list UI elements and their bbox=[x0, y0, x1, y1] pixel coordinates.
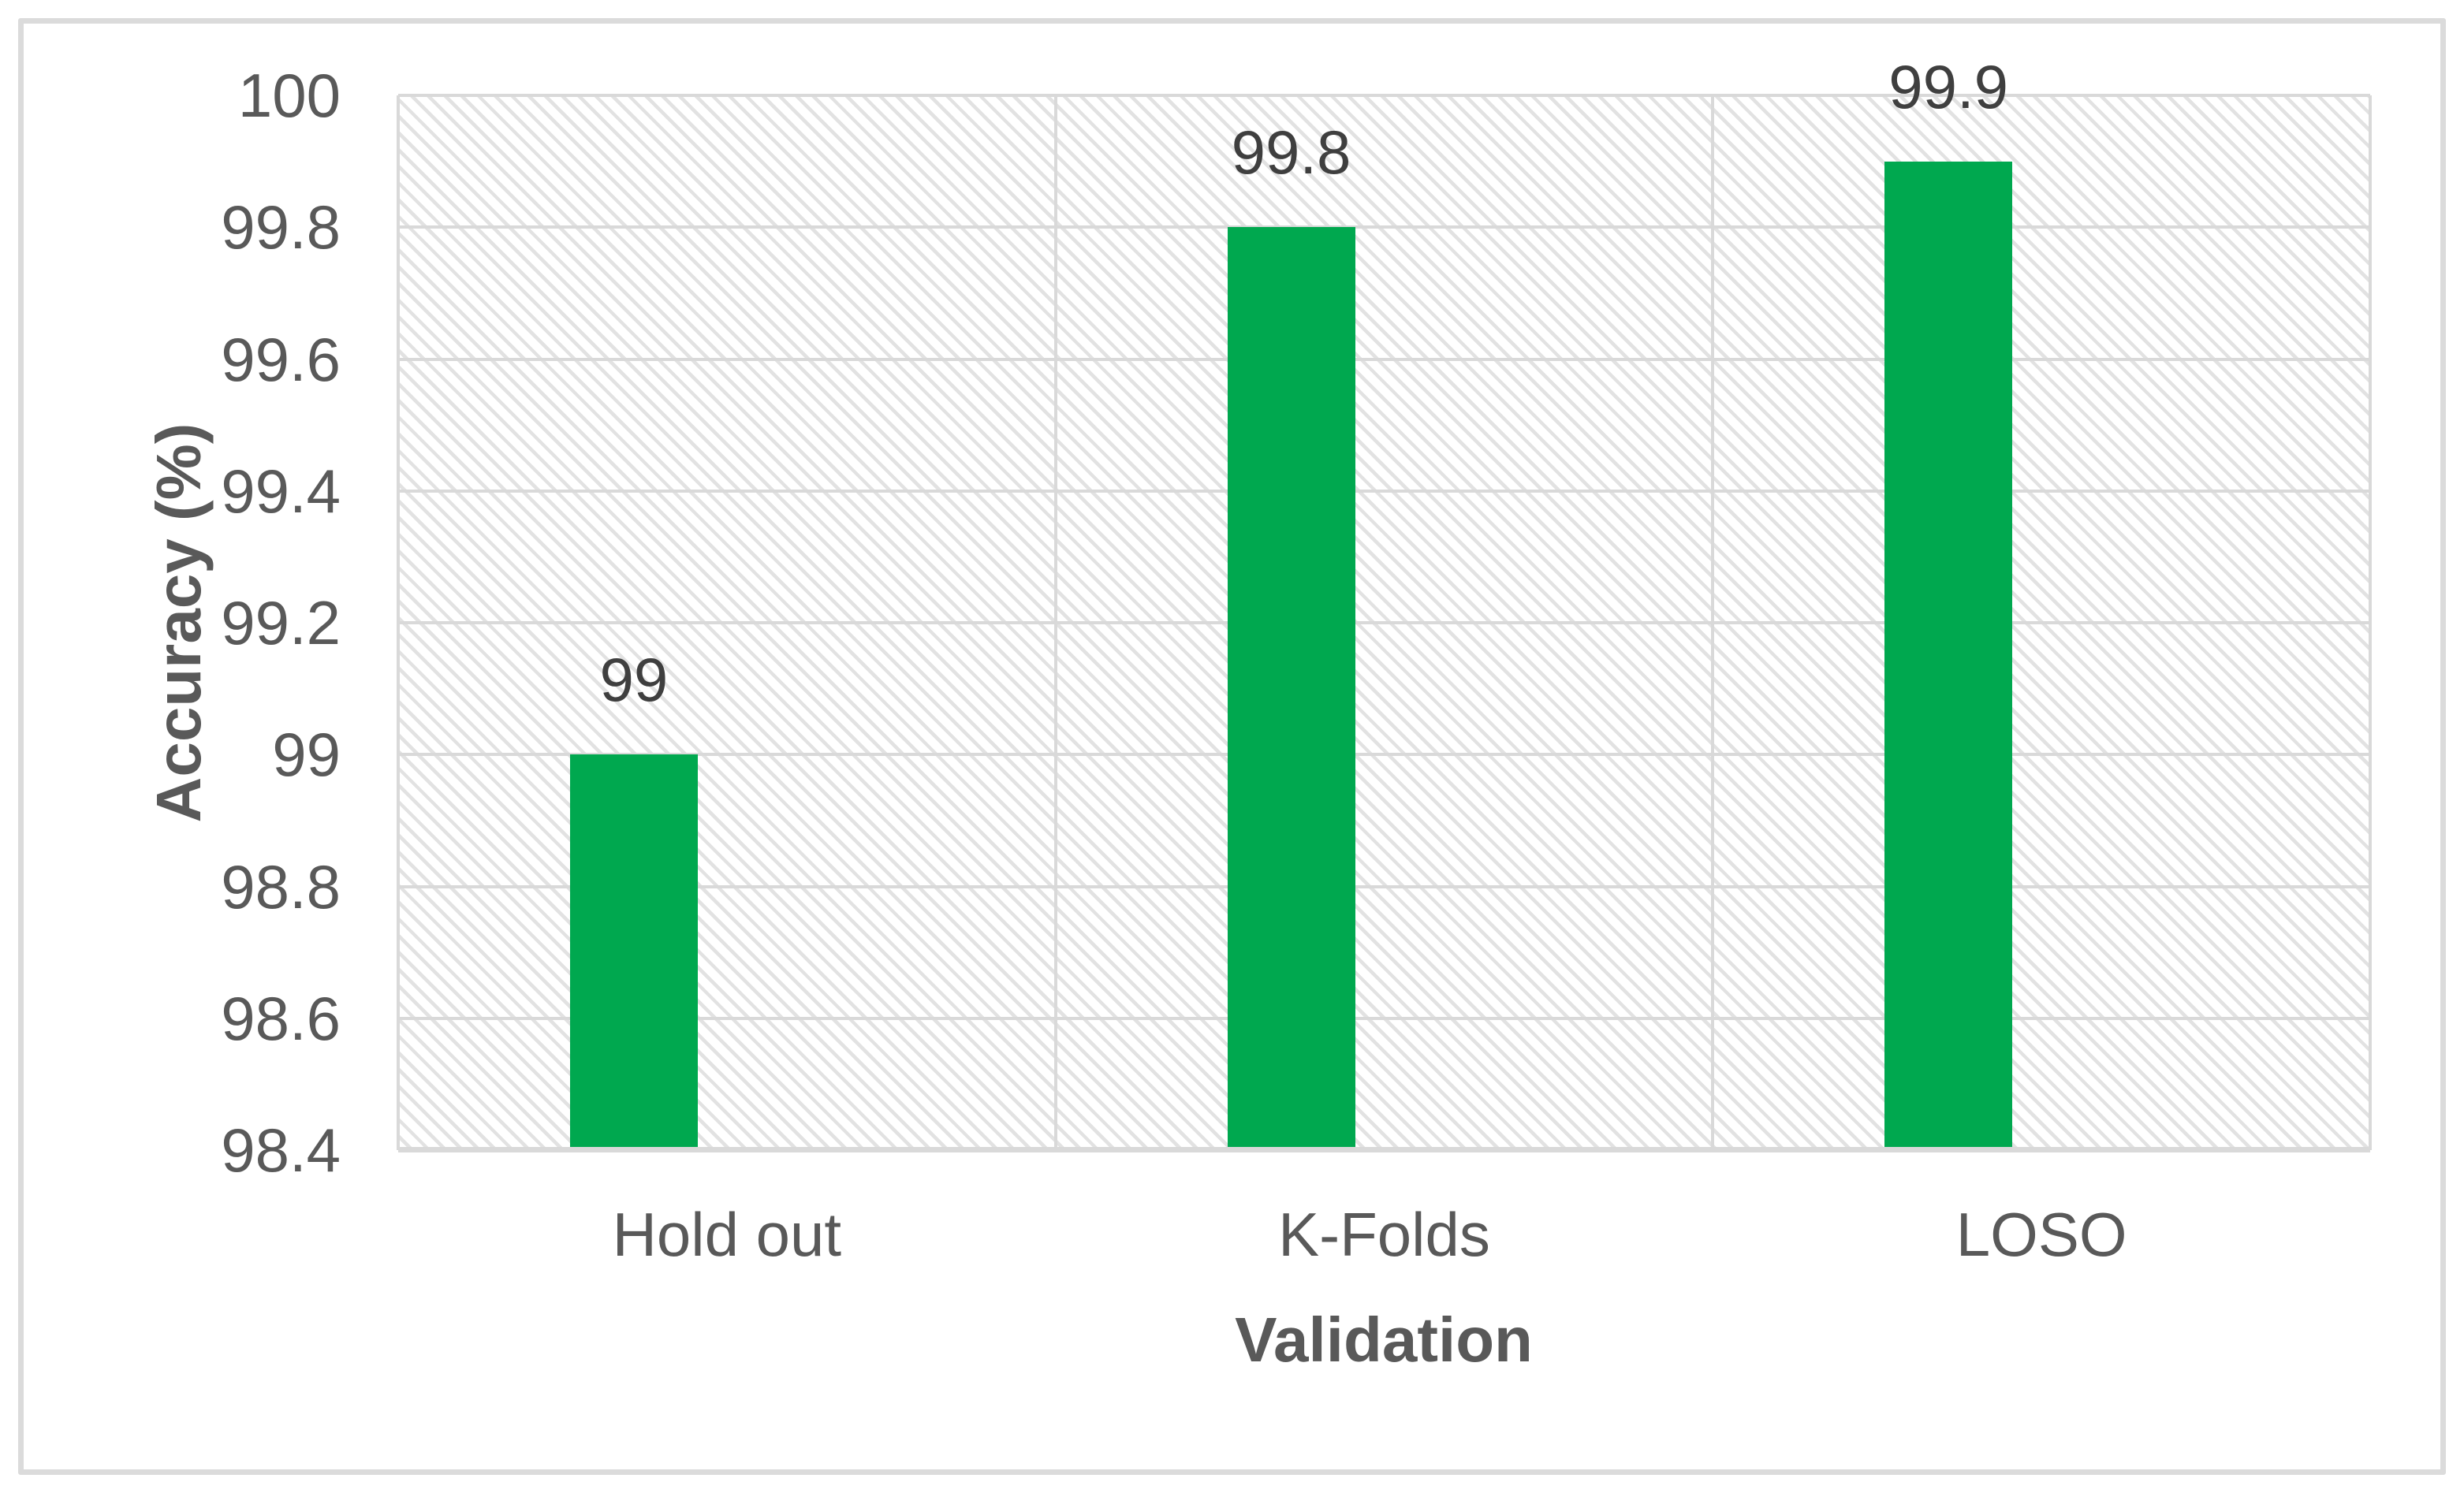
y-gridline bbox=[398, 489, 2370, 493]
v-gridline bbox=[397, 95, 400, 1150]
y-gridline bbox=[398, 1016, 2370, 1020]
y-tick-label: 99 bbox=[272, 720, 341, 790]
y-tick-label: 98.4 bbox=[221, 1115, 341, 1185]
v-gridline bbox=[2369, 95, 2372, 1150]
y-tick-label: 98.6 bbox=[221, 983, 341, 1053]
v-gridline bbox=[1711, 95, 1715, 1150]
y-tick-label: 99.8 bbox=[221, 192, 341, 262]
x-tick-label-loso: LOSO bbox=[1955, 1200, 2127, 1269]
y-gridline bbox=[398, 225, 2370, 229]
bar-hold-out bbox=[569, 754, 698, 1150]
y-gridline bbox=[398, 884, 2370, 888]
y-gridline bbox=[398, 621, 2370, 624]
y-tick-label: 99.4 bbox=[221, 456, 341, 526]
x-axis-line bbox=[398, 1147, 2370, 1152]
data-label-k-folds: 99.8 bbox=[1231, 117, 1351, 188]
y-tick-label: 98.8 bbox=[221, 851, 341, 921]
x-axis-title: Validation bbox=[1235, 1305, 1533, 1375]
bar-loso bbox=[1884, 161, 2013, 1150]
x-tick-label-k-folds: K-Folds bbox=[1278, 1200, 1490, 1269]
bar-k-folds bbox=[1227, 227, 1355, 1150]
y-tick-label: 99.2 bbox=[221, 588, 341, 657]
y-gridline bbox=[398, 94, 2370, 97]
y-gridline bbox=[398, 753, 2370, 757]
y-tick-label: 99.6 bbox=[221, 324, 341, 394]
data-label-hold-out: 99 bbox=[599, 645, 669, 715]
y-gridline bbox=[398, 357, 2370, 361]
x-tick-label-hold-out: Hold out bbox=[612, 1200, 842, 1269]
v-gridline bbox=[1053, 95, 1057, 1150]
data-label-loso: 99.9 bbox=[1888, 51, 2009, 121]
plot-area bbox=[397, 94, 2372, 1150]
y-tick-label: 100 bbox=[237, 61, 341, 130]
